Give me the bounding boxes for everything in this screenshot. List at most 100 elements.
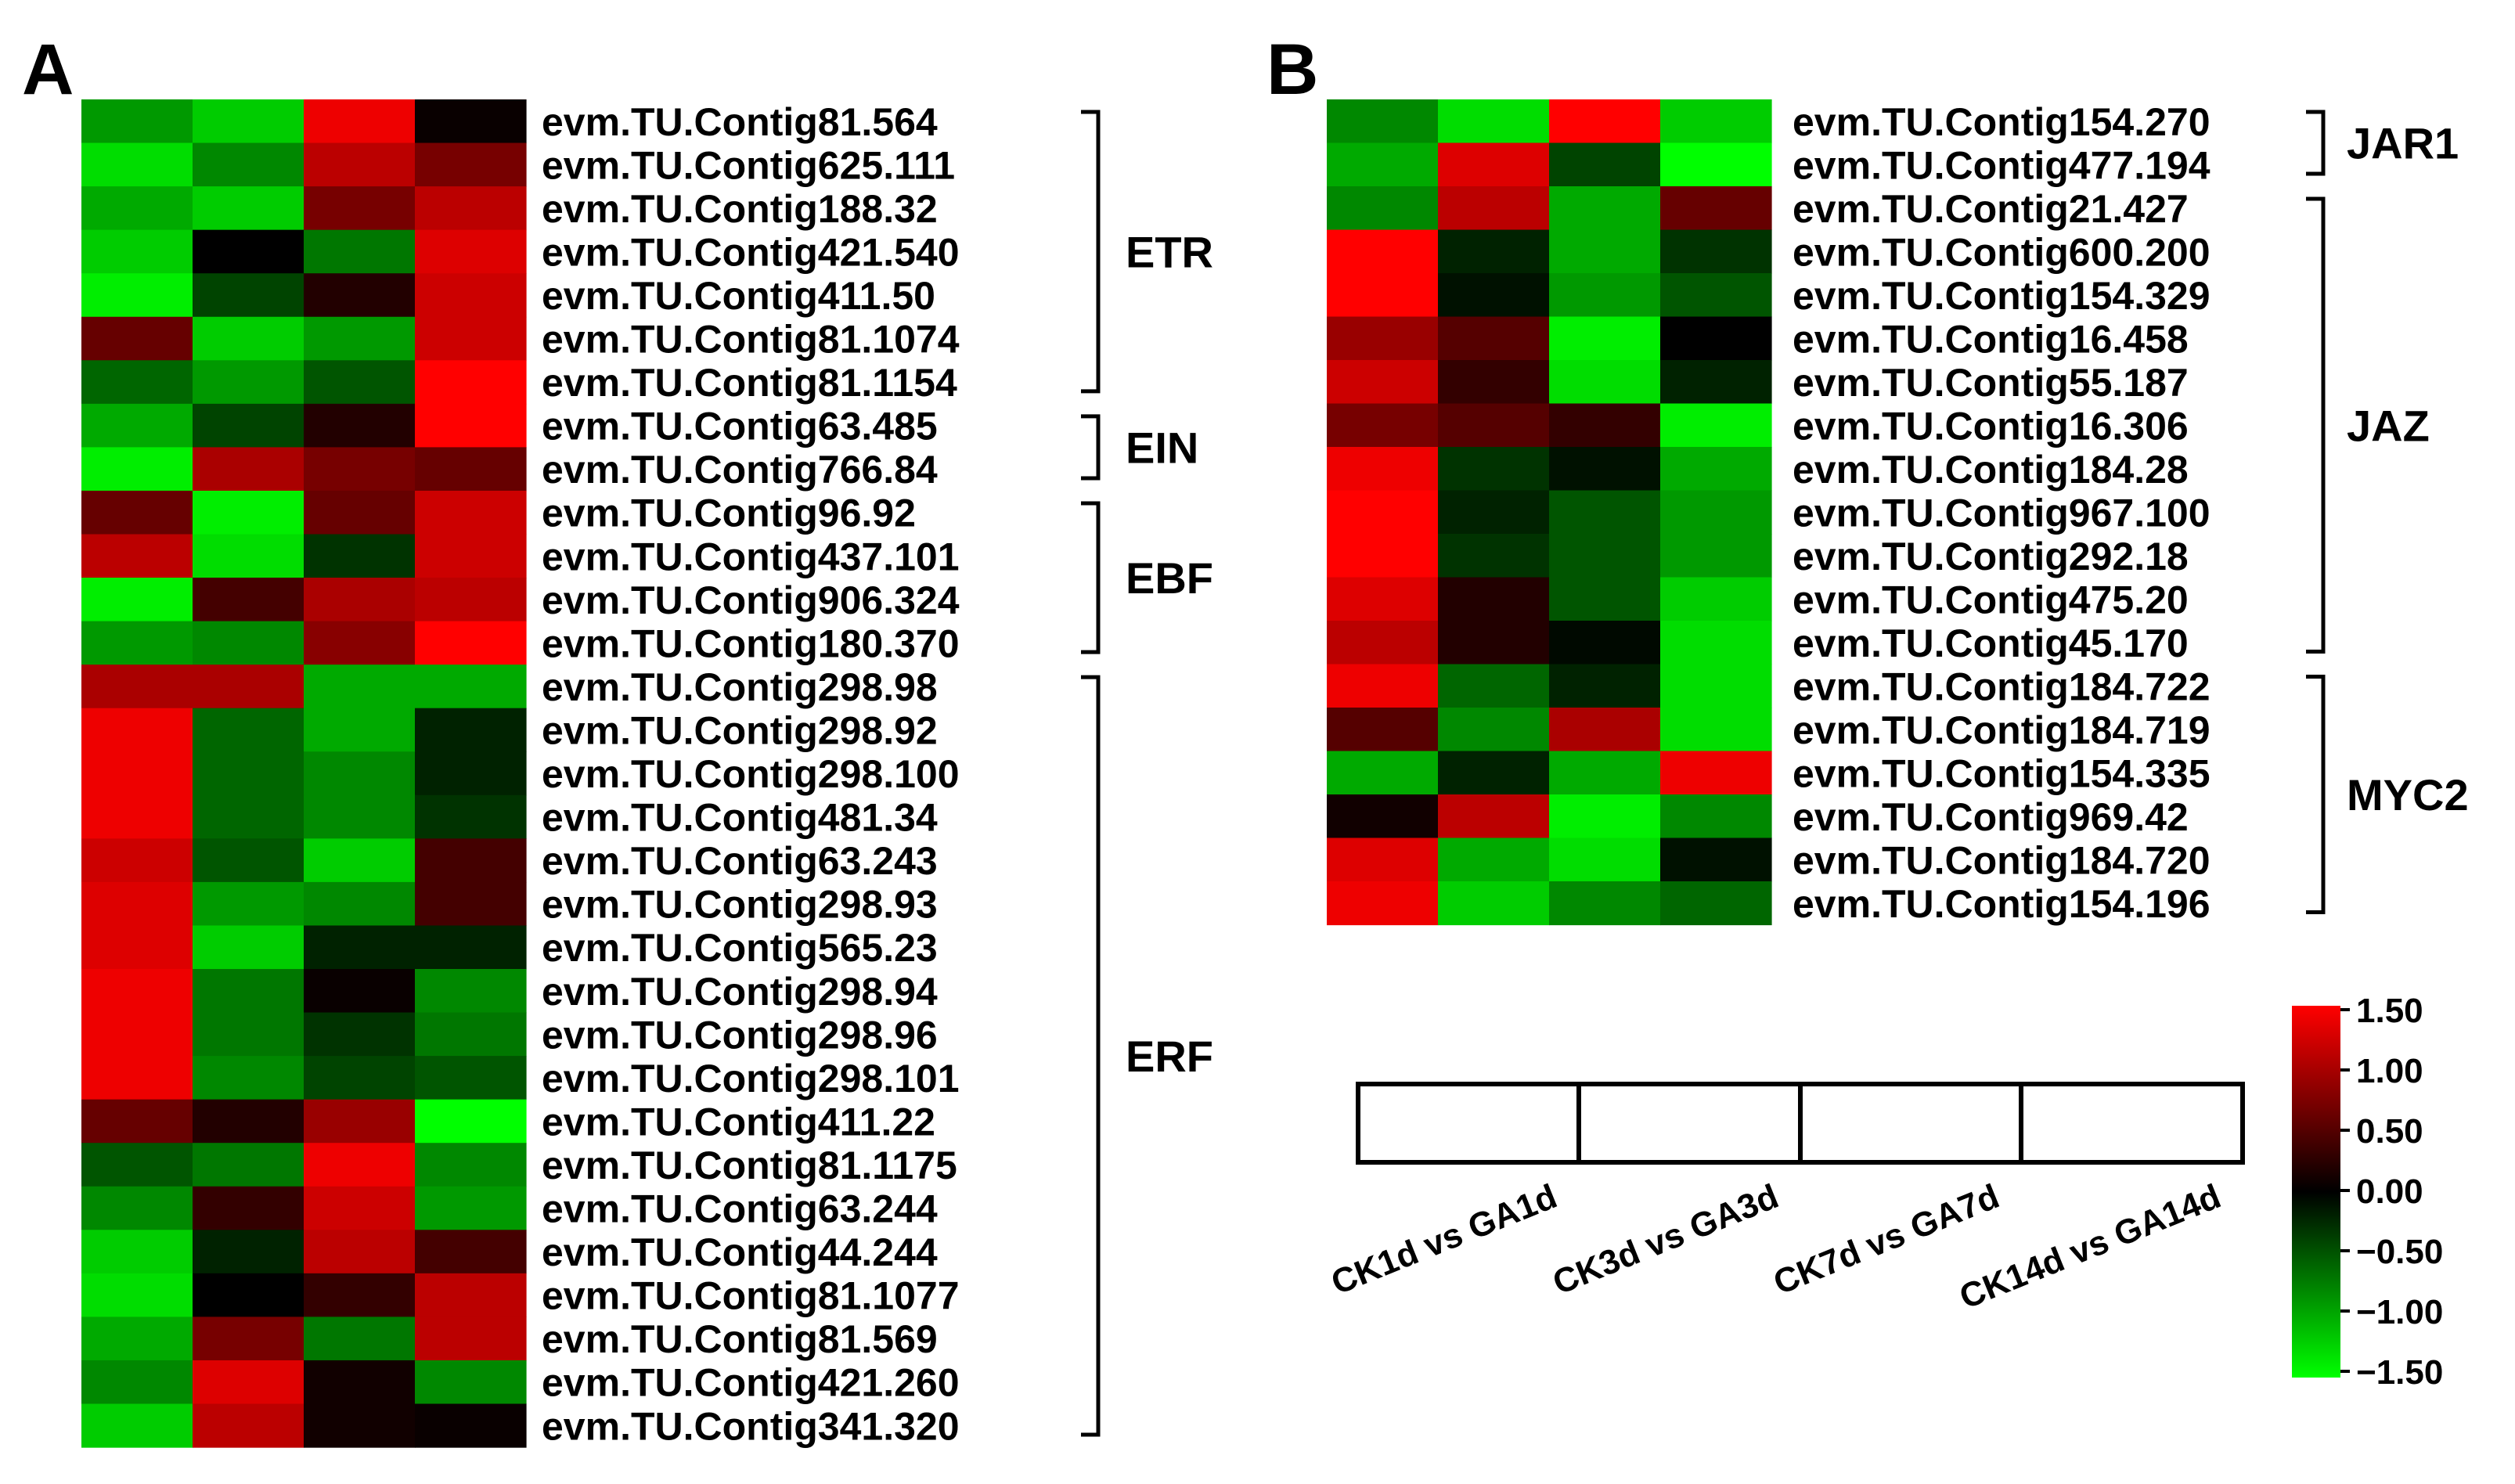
heatmap-cell bbox=[415, 142, 527, 187]
heatmap-cell bbox=[1438, 794, 1550, 839]
heatmap-cell bbox=[1438, 316, 1550, 361]
heatmap-cell bbox=[1660, 99, 1772, 144]
heatmap-cell bbox=[1327, 534, 1439, 578]
heatmap-cell bbox=[81, 403, 193, 448]
heatmap-cell bbox=[193, 621, 304, 665]
heatmap-cell bbox=[304, 229, 416, 274]
heatmap-cell bbox=[1327, 664, 1439, 708]
heatmap-cell bbox=[193, 794, 304, 839]
heatmap-panel-b: evm.TU.Contig154.270evm.TU.Contig477.194… bbox=[1327, 99, 2469, 926]
sample-label: CK3d vs GA3d bbox=[1548, 1177, 1784, 1302]
heatmap-cell bbox=[1549, 794, 1661, 839]
heatmap-cell bbox=[193, 925, 304, 970]
heatmap-cell bbox=[415, 99, 527, 144]
heatmap-cell bbox=[1660, 664, 1772, 708]
heatmap-cell bbox=[1660, 403, 1772, 448]
row-label: evm.TU.Contig475.20 bbox=[1793, 578, 2189, 621]
heatmap-cell bbox=[1327, 621, 1439, 665]
heatmap-cell bbox=[81, 186, 193, 231]
heatmap-cell bbox=[1438, 273, 1550, 318]
heatmap-cell bbox=[81, 99, 193, 144]
row-label: evm.TU.Contig967.100 bbox=[1793, 491, 2211, 535]
heatmap-cell bbox=[304, 751, 416, 796]
panel-b-label: B bbox=[1267, 30, 1318, 110]
row-label: evm.TU.Contig906.324 bbox=[542, 578, 960, 622]
row-label: evm.TU.Contig45.170 bbox=[1793, 621, 2189, 665]
heatmap-cell bbox=[415, 1056, 527, 1100]
group-label: EIN bbox=[1126, 423, 1198, 472]
heatmap-cell bbox=[304, 490, 416, 535]
row-label: evm.TU.Contig565.23 bbox=[542, 926, 938, 970]
row-label: evm.TU.Contig298.93 bbox=[542, 883, 938, 927]
row-label: evm.TU.Contig81.569 bbox=[542, 1317, 938, 1361]
heatmap-cell bbox=[81, 1099, 193, 1144]
heatmap-cell bbox=[1660, 621, 1772, 665]
heatmap-cell bbox=[1327, 316, 1439, 361]
heatmap-cell bbox=[1549, 142, 1661, 187]
group-bracket bbox=[1081, 414, 1101, 481]
heatmap-cell bbox=[193, 578, 304, 622]
heatmap-cell bbox=[81, 1230, 193, 1274]
row-label: evm.TU.Contig341.320 bbox=[542, 1404, 960, 1448]
heatmap-cell bbox=[193, 1403, 304, 1448]
row-label: evm.TU.Contig63.244 bbox=[542, 1187, 938, 1231]
heatmap-cell bbox=[81, 1143, 193, 1187]
heatmap-cell bbox=[304, 1403, 416, 1448]
heatmap-cell bbox=[193, 273, 304, 318]
heatmap-cell bbox=[1660, 186, 1772, 231]
heatmap-cell bbox=[415, 186, 527, 231]
heatmap-cell bbox=[81, 534, 193, 578]
heatmap-cell bbox=[1549, 403, 1661, 448]
heatmap-cell bbox=[304, 360, 416, 405]
heatmap-cell bbox=[81, 708, 193, 752]
colorbar-tick-label: −0.50 bbox=[2356, 1233, 2443, 1271]
row-label: evm.TU.Contig81.1154 bbox=[542, 361, 957, 405]
sample-key: CK1d vs GA1d CK3d vs GA3d CK7d vs GA7d C… bbox=[1326, 1082, 2245, 1317]
heatmap-cell bbox=[415, 708, 527, 752]
heatmap-cell bbox=[1660, 837, 1772, 882]
heatmap-cell bbox=[304, 578, 416, 622]
row-label: evm.TU.Contig411.50 bbox=[542, 274, 935, 318]
heatmap-cell bbox=[415, 838, 527, 883]
row-label: evm.TU.Contig184.719 bbox=[1793, 708, 2211, 752]
heatmap-cell bbox=[81, 881, 193, 927]
group-label: ERF bbox=[1126, 1032, 1213, 1081]
heatmap-cell bbox=[81, 1360, 193, 1405]
heatmap-cell bbox=[193, 1186, 304, 1230]
group-bracket bbox=[2306, 675, 2326, 914]
heatmap-cell bbox=[415, 1012, 527, 1057]
heatmap-cell bbox=[304, 316, 416, 361]
heatmap-cell bbox=[1660, 273, 1772, 318]
row-label: evm.TU.Contig63.243 bbox=[542, 839, 938, 883]
heatmap-cell bbox=[304, 99, 416, 144]
row-label: evm.TU.Contig63.485 bbox=[542, 405, 938, 448]
heatmap-cell bbox=[415, 490, 527, 535]
row-label: evm.TU.Contig298.92 bbox=[542, 708, 938, 752]
heatmap-cell bbox=[415, 881, 527, 927]
heatmap-cell bbox=[1438, 577, 1550, 621]
heatmap-cell bbox=[1327, 360, 1439, 405]
row-label: evm.TU.Contig969.42 bbox=[1793, 795, 2189, 839]
heatmap-cell bbox=[304, 447, 416, 492]
heatmap-cell bbox=[304, 1317, 416, 1361]
row-label: evm.TU.Contig154.270 bbox=[1793, 100, 2211, 144]
heatmap-cell bbox=[81, 273, 193, 318]
heatmap-cell bbox=[1660, 534, 1772, 578]
heatmap-cell bbox=[81, 1403, 193, 1448]
heatmap-cell bbox=[193, 1230, 304, 1274]
heatmap-cell bbox=[1438, 881, 1550, 926]
row-label: evm.TU.Contig411.22 bbox=[542, 1100, 935, 1144]
row-label: evm.TU.Contig184.722 bbox=[1793, 665, 2211, 708]
row-label: evm.TU.Contig81.1074 bbox=[542, 318, 960, 362]
heatmap-cell bbox=[415, 621, 527, 665]
heatmap-cell bbox=[1549, 273, 1661, 318]
heatmap-cell bbox=[415, 578, 527, 622]
heatmap-cell bbox=[1549, 664, 1661, 708]
heatmap-cell bbox=[304, 665, 416, 709]
row-label: evm.TU.Contig625.111 bbox=[542, 143, 955, 187]
heatmap-cell bbox=[193, 229, 304, 274]
heatmap-cell bbox=[1327, 229, 1439, 274]
heatmap-cell bbox=[304, 1143, 416, 1187]
heatmap-cell bbox=[415, 316, 527, 361]
heatmap-cell bbox=[1549, 751, 1661, 795]
